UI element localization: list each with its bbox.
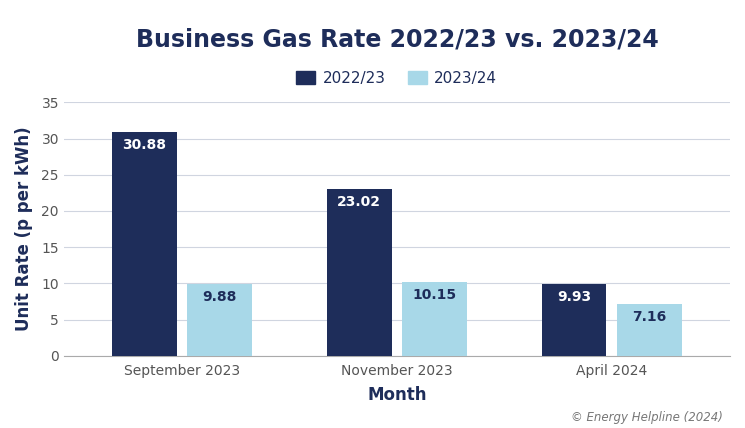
Text: © Energy Helpline (2024): © Energy Helpline (2024)	[571, 411, 723, 424]
Y-axis label: Unit Rate (p per kWh): Unit Rate (p per kWh)	[15, 127, 33, 331]
Text: 9.93: 9.93	[557, 290, 592, 304]
Bar	[542, 284, 606, 356]
Bar	[327, 189, 392, 356]
Text: 23.02: 23.02	[337, 195, 381, 209]
Text: 9.88: 9.88	[203, 290, 237, 304]
Text: 10.15: 10.15	[413, 288, 457, 302]
Bar	[112, 132, 177, 356]
Bar	[402, 282, 467, 356]
Title: Business Gas Rate 2022/23 vs. 2023/24: Business Gas Rate 2022/23 vs. 2023/24	[136, 28, 659, 52]
Text: 30.88: 30.88	[122, 138, 166, 152]
X-axis label: Month: Month	[367, 386, 427, 404]
Bar	[617, 304, 682, 356]
Legend: 2022/23, 2023/24: 2022/23, 2023/24	[291, 65, 504, 92]
Bar	[188, 284, 252, 356]
Text: 7.16: 7.16	[633, 310, 667, 324]
